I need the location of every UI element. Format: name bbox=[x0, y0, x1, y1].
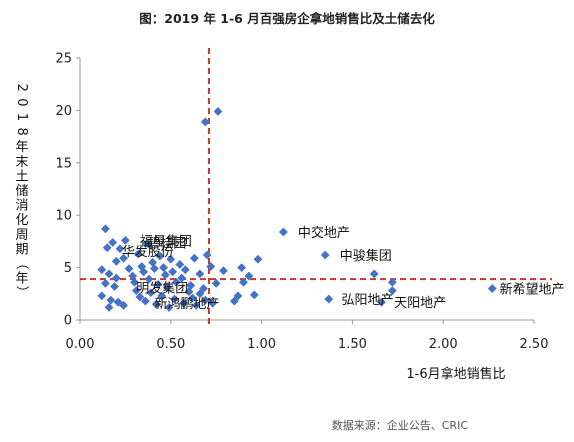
data-point bbox=[214, 107, 223, 116]
point-annotation: 明发集团 bbox=[136, 281, 188, 297]
y-axis-title-char: 末 bbox=[15, 155, 28, 170]
data-point bbox=[250, 290, 259, 299]
data-point bbox=[97, 291, 106, 300]
y-tick-label: 25 bbox=[55, 52, 72, 67]
data-point bbox=[110, 282, 119, 291]
data-point bbox=[181, 265, 190, 274]
data-point bbox=[237, 263, 246, 272]
y-axis-title-char: 2 bbox=[14, 84, 29, 92]
point-annotation: 福星集团 bbox=[140, 233, 192, 249]
data-point bbox=[108, 238, 117, 247]
data-point bbox=[321, 251, 330, 260]
data-point bbox=[212, 279, 221, 288]
data-point bbox=[190, 254, 199, 263]
x-tick-label: 2.50 bbox=[520, 337, 549, 352]
y-tick-label: 20 bbox=[55, 104, 72, 119]
y-axis-title-char: 0 bbox=[14, 98, 29, 106]
data-point bbox=[206, 262, 215, 271]
data-point bbox=[105, 303, 114, 312]
data-point bbox=[105, 269, 114, 278]
point-annotation: 中骏集团 bbox=[340, 248, 392, 264]
x-tick-label: 1.00 bbox=[247, 337, 276, 352]
x-tick-label: 1.50 bbox=[338, 337, 367, 352]
point-annotation: 天阳地产 bbox=[394, 296, 446, 311]
x-ticks: 0.00 0.50 1.00 1.50 2.00 2.50 bbox=[66, 320, 549, 352]
y-ticks: 0 5 10 15 20 25 bbox=[55, 52, 80, 329]
data-point bbox=[106, 296, 115, 305]
data-point bbox=[97, 265, 106, 274]
data-point bbox=[254, 255, 263, 264]
data-point bbox=[159, 263, 168, 272]
y-tick-label: 0 bbox=[64, 314, 72, 329]
y-axis-title-char: 储 bbox=[15, 184, 28, 199]
x-axis-title: 1-6月拿地销售比 bbox=[406, 366, 505, 382]
x-tick-label: 2.00 bbox=[429, 337, 458, 352]
data-point bbox=[324, 295, 333, 304]
y-axis-title-char: 期 bbox=[15, 242, 28, 257]
point-annotation: 中交地产 bbox=[298, 225, 350, 241]
data-point bbox=[121, 236, 130, 245]
x-tick-label: 0.50 bbox=[156, 337, 185, 352]
data-point bbox=[103, 243, 112, 252]
y-axis-title-char: 年 bbox=[15, 272, 28, 287]
point-annotation: 弘阳地产 bbox=[342, 293, 394, 308]
y-axis-title-char: 土 bbox=[15, 169, 28, 184]
data-point bbox=[150, 264, 159, 273]
y-tick-label: 5 bbox=[64, 261, 72, 276]
x-tick-label: 0.00 bbox=[66, 337, 95, 352]
data-point bbox=[488, 284, 497, 293]
data-point bbox=[219, 266, 228, 275]
data-point bbox=[101, 224, 110, 233]
y-tick-label: 10 bbox=[55, 209, 72, 224]
y-axis-title-char: 年 bbox=[15, 140, 28, 155]
point-annotation: 新希望地产 bbox=[499, 282, 564, 298]
data-point bbox=[101, 279, 110, 288]
data-point bbox=[125, 264, 134, 273]
y-axis-title-char: 周 bbox=[15, 228, 28, 243]
y-axis-title-char: 化 bbox=[15, 213, 28, 228]
y-axis-title-char: ） bbox=[14, 286, 29, 299]
data-point bbox=[370, 269, 379, 278]
data-point bbox=[195, 269, 204, 278]
chart-title: 图：2019 年 1-6 月百强房企拿地销售比及土储去化 bbox=[139, 11, 435, 26]
data-point bbox=[279, 228, 288, 237]
data-point bbox=[175, 260, 184, 269]
point-annotation: 新鸿鹏地产 bbox=[154, 296, 219, 312]
y-tick-label: 15 bbox=[55, 156, 72, 171]
data-point bbox=[203, 251, 212, 260]
y-axis-title-char: （ bbox=[14, 256, 29, 269]
data-point bbox=[112, 274, 121, 283]
y-axis-title-char: 8 bbox=[14, 127, 29, 135]
source-note: 数据来源：企业公告、CRIC bbox=[332, 418, 469, 432]
y-axis-title-char: 1 bbox=[14, 113, 29, 121]
y-axis-title-char: 消 bbox=[15, 199, 28, 214]
